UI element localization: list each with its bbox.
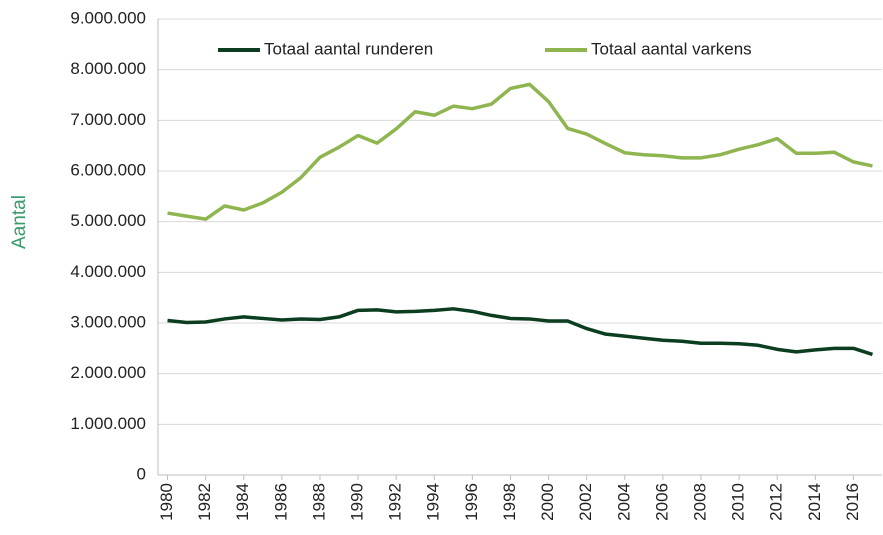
- y-tick-label: 0: [137, 464, 146, 483]
- x-tick-label: 1986: [271, 483, 290, 521]
- x-tick-label: 1990: [348, 483, 367, 521]
- line-series: [167, 82, 873, 221]
- y-tick-label: 7.000.000: [70, 110, 146, 129]
- y-tick-label: 1.000.000: [70, 414, 146, 433]
- x-tick-label: 2012: [767, 483, 786, 521]
- line-series: [167, 307, 874, 357]
- x-tick-label: 2008: [690, 483, 709, 521]
- x-tick-label: 1996: [462, 483, 481, 521]
- x-tick-label: 2006: [652, 483, 671, 521]
- y-tick-label: 4.000.000: [70, 262, 146, 281]
- y-tick-label: 3.000.000: [70, 312, 146, 331]
- x-tick-label: 2016: [843, 483, 862, 521]
- x-tick-label: 2010: [729, 483, 748, 521]
- y-tick-label: 6.000.000: [70, 160, 146, 179]
- y-tick-label: 2.000.000: [70, 363, 146, 382]
- y-tick-label: 5.000.000: [70, 211, 146, 230]
- x-tick-label: 1988: [309, 483, 328, 521]
- x-tick-label: 1984: [233, 483, 252, 521]
- y-tick-label: 9.000.000: [70, 8, 146, 27]
- legend-label: Totaal aantal runderen: [264, 39, 433, 58]
- x-tick-label: 1998: [500, 483, 519, 521]
- x-tick-label: 2014: [805, 483, 824, 521]
- x-tick-label: 2000: [538, 483, 557, 521]
- x-tick-label: 1994: [424, 483, 443, 521]
- x-tick-label: 1982: [195, 483, 214, 521]
- legend-label: Totaal aantal varkens: [591, 39, 752, 58]
- x-tick-label: 2002: [576, 483, 595, 521]
- y-axis-label: Aantal: [9, 195, 30, 249]
- y-tick-label: 8.000.000: [70, 59, 146, 78]
- x-tick-label: 1992: [386, 483, 405, 521]
- x-tick-label: 1980: [157, 483, 176, 521]
- x-tick-label: 2004: [614, 483, 633, 521]
